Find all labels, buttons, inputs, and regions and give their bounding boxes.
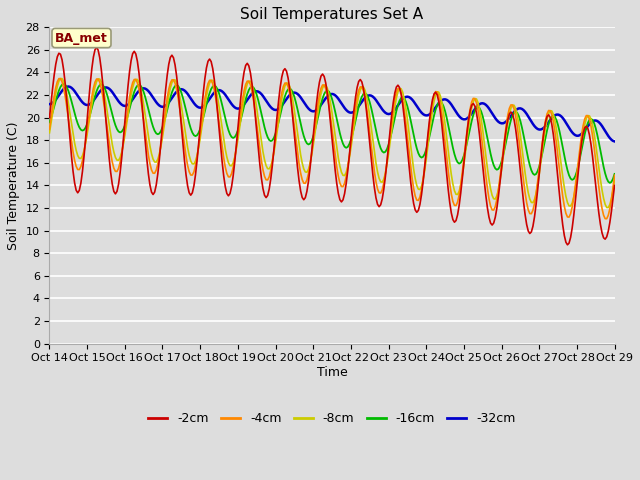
-16cm: [606, 180, 614, 186]
Legend: -2cm, -4cm, -8cm, -16cm, -32cm: -2cm, -4cm, -8cm, -16cm, -32cm: [143, 407, 520, 430]
-4cm: [152, 167, 160, 173]
-2cm: [401, 114, 408, 120]
-4cm: [369, 157, 377, 163]
-8cm: [611, 177, 618, 183]
-32cm: [401, 95, 408, 101]
-2cm: [61, 81, 69, 86]
-8cm: [543, 117, 551, 122]
-32cm: [543, 121, 551, 127]
-4cm: [388, 118, 396, 124]
-8cm: [56, 76, 64, 82]
Line: -8cm: -8cm: [49, 79, 614, 207]
Line: -32cm: -32cm: [49, 86, 614, 142]
-4cm: [63, 104, 70, 109]
Line: -2cm: -2cm: [49, 48, 614, 245]
-8cm: [369, 137, 377, 143]
Title: Soil Temperatures Set A: Soil Temperatures Set A: [241, 7, 424, 22]
-8cm: [152, 159, 160, 165]
-32cm: [65, 84, 72, 89]
-2cm: [45, 115, 53, 120]
-4cm: [543, 111, 551, 117]
-2cm: [564, 242, 572, 248]
-32cm: [611, 139, 618, 144]
-4cm: [611, 172, 618, 178]
-8cm: [604, 204, 612, 210]
-4cm: [45, 126, 53, 132]
-16cm: [63, 84, 70, 90]
-8cm: [401, 96, 408, 101]
-4cm: [603, 216, 611, 222]
-32cm: [61, 85, 69, 91]
Line: -16cm: -16cm: [49, 84, 614, 183]
-8cm: [45, 130, 53, 136]
-32cm: [369, 94, 377, 99]
Line: -4cm: -4cm: [49, 79, 614, 219]
-16cm: [543, 128, 551, 133]
-32cm: [388, 110, 396, 116]
-8cm: [388, 127, 396, 132]
-4cm: [55, 76, 63, 82]
Y-axis label: Soil Temperature (C): Soil Temperature (C): [7, 121, 20, 250]
-16cm: [401, 96, 408, 101]
-16cm: [388, 130, 396, 135]
-2cm: [543, 114, 551, 120]
-16cm: [152, 131, 160, 136]
-16cm: [369, 112, 377, 118]
X-axis label: Time: Time: [317, 366, 348, 379]
-4cm: [401, 107, 408, 113]
-2cm: [93, 45, 100, 50]
-2cm: [611, 182, 618, 188]
-32cm: [45, 101, 53, 107]
-8cm: [63, 91, 70, 97]
Text: BA_met: BA_met: [55, 32, 108, 45]
-32cm: [152, 99, 160, 105]
-16cm: [60, 81, 67, 87]
-2cm: [369, 172, 377, 178]
-16cm: [611, 171, 618, 177]
-16cm: [45, 120, 53, 125]
-2cm: [152, 182, 160, 188]
-2cm: [388, 112, 396, 118]
